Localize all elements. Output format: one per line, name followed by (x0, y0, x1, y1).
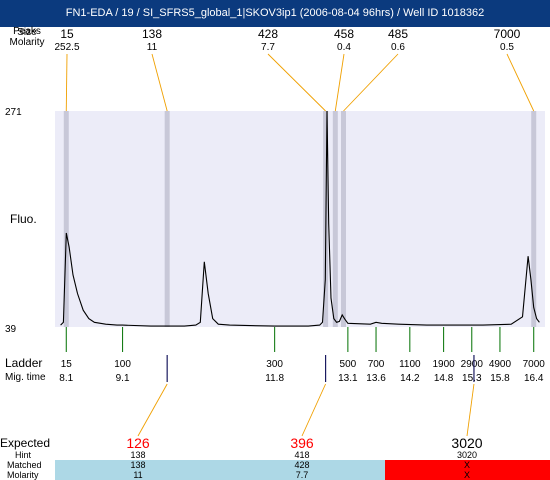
peak-connector (506, 53, 535, 112)
peak-band (531, 111, 537, 327)
hint-value: 138 (130, 450, 145, 460)
matched-value: 138 (130, 460, 145, 470)
peak-size-label: 7000 (494, 27, 521, 41)
plot-background (55, 111, 545, 327)
y-min-label: 39 (5, 324, 17, 335)
ladder-time-label: 16.4 (524, 373, 544, 384)
peak-molarity-label: 0.5 (500, 42, 514, 53)
peak-band (164, 111, 170, 327)
expected-value: 3020 (451, 435, 482, 451)
peak-molarity-label: 0.4 (337, 42, 351, 53)
match-status-band (220, 460, 385, 480)
peak-size-label: 458 (334, 27, 354, 41)
ladder-time-label: 11.8 (265, 373, 284, 384)
expected-value: 126 (126, 435, 150, 451)
peak-molarity-label: 252.5 (54, 42, 79, 53)
peak-molarity-label: 11 (147, 42, 158, 53)
peak-size-label: 428 (258, 27, 278, 41)
plot-area: 271 39 Fluo. (5, 107, 545, 335)
peak-connectors (65, 53, 535, 112)
ladder-time-label: 15.3 (462, 373, 482, 384)
hint-value: 3020 (457, 450, 477, 460)
chart-title: FN1-EDA / 19 / SI_SFRS5_global_1|SKOV3ip… (0, 0, 550, 27)
peak-connector (151, 53, 168, 112)
ladder-time-label: 15.8 (490, 373, 510, 384)
expected-connector (301, 383, 326, 437)
top-label-size: Size (17, 27, 37, 38)
ladder: Ladder Mig. time 15 8.1 100 9.1 300 11.8 500 13.1… (5, 327, 545, 384)
top-label-peaks: Peaks (13, 26, 41, 37)
y-axis-label: Fluo. (10, 212, 37, 226)
molarity-label: Molarity (7, 470, 39, 480)
peak-band (341, 111, 347, 327)
molarity-value: 11 (133, 470, 142, 480)
peak-band (332, 111, 338, 327)
peak-connector (65, 53, 68, 112)
peak-size-label: 138 (142, 27, 162, 41)
expected-connector (137, 383, 168, 437)
expected-table: ExpectedHintMatchedMolarity1261381381139… (0, 355, 550, 480)
expected-label: Expected (0, 436, 50, 450)
ladder-size-label: 1900 (432, 359, 455, 370)
peak-band (63, 111, 69, 327)
ladder-size-label: 1100 (399, 359, 421, 370)
ladder-size-label: 7000 (523, 359, 546, 370)
peak-molarity-label: 0.6 (391, 42, 405, 53)
ladder-label: Ladder (5, 356, 42, 370)
hint-value: 418 (294, 450, 309, 460)
peak-connector (334, 53, 345, 112)
expected-connector (466, 383, 475, 437)
peak-molarity-label: 7.7 (261, 42, 275, 53)
ladder-size-label: 100 (114, 359, 131, 370)
matched-label: Matched (7, 460, 42, 470)
peak-size-label: 485 (388, 27, 408, 41)
hint-label: Hint (15, 450, 32, 460)
expected-value: 396 (290, 435, 314, 451)
peak-connector (343, 53, 399, 112)
ladder-time-label: 9.1 (116, 373, 130, 384)
match-status-band (385, 460, 550, 480)
ladder-time-label: 13.6 (366, 373, 386, 384)
ladder-time-label: 13.1 (338, 373, 358, 384)
y-max-label: 271 (5, 107, 22, 118)
ladder-size-label: 700 (368, 359, 385, 370)
ladder-time-label: 8.1 (59, 373, 73, 384)
ladder-size-label: 500 (340, 359, 357, 370)
trace-line (60, 110, 540, 327)
ladder-size-label: 300 (266, 359, 283, 370)
ladder-size-label: 15 (61, 359, 73, 370)
ladder-size-label: 2900 (461, 359, 484, 370)
peak-size-label: 15 (60, 27, 74, 41)
ladder-time-label: 14.2 (400, 373, 420, 384)
matched-value: 428 (294, 460, 309, 470)
top-label-molarity: Molarity (9, 37, 44, 48)
peak-connector (267, 53, 326, 112)
ladder-size-label: 4900 (489, 359, 512, 370)
molarity-value: 7.7 (296, 470, 309, 480)
molarity-value: X (464, 470, 470, 480)
matched-value: X (464, 460, 470, 470)
match-status-band (55, 460, 220, 480)
ladder-time-label: 14.8 (434, 373, 454, 384)
migtime-label: Mig. time (5, 372, 46, 383)
